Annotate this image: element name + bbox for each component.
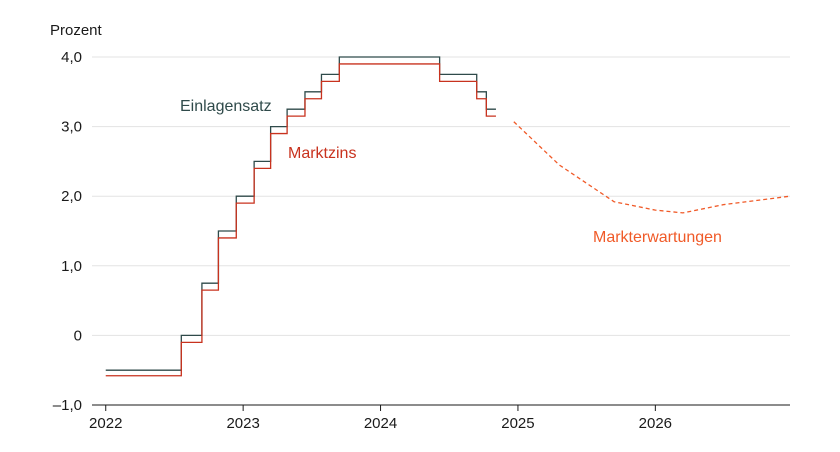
y-tick-label: 3,0 xyxy=(61,119,82,136)
series-line-einlagensatz xyxy=(105,56,496,371)
x-tick-label: 2026 xyxy=(639,415,672,432)
grid-layer xyxy=(92,56,790,406)
y-tick-label: –1,0 xyxy=(53,397,82,414)
x-tick-label: 2022 xyxy=(89,415,122,432)
series-label-marktzins: Marktzins xyxy=(288,145,356,162)
x-tick-label: 2025 xyxy=(501,415,534,432)
series-line-markterwartungen xyxy=(513,121,791,214)
x-tick-label: 2023 xyxy=(226,415,259,432)
y-tick-label: 4,0 xyxy=(61,49,82,66)
y-unit-label: Prozent xyxy=(50,22,103,39)
y-tick-label: 1,0 xyxy=(61,258,82,275)
y-tick-label: 2,0 xyxy=(61,188,82,205)
y-tick-label: 0 xyxy=(74,327,82,344)
series-line-marktzins xyxy=(105,63,496,377)
series-label-markterwartungen: Markterwartungen xyxy=(593,229,722,246)
tick-layer: 4,0 3,0 2,0 1,0 0 –1,0 2022 2023 2024 2025 2026 xyxy=(53,49,672,432)
series-label-einlagensatz: Einlagensatz xyxy=(180,98,272,115)
series-layer xyxy=(105,56,791,377)
x-tick-label: 2024 xyxy=(364,415,397,432)
series-label-layer: Einlagensatz Marktzins Markterwartungen xyxy=(180,98,722,246)
